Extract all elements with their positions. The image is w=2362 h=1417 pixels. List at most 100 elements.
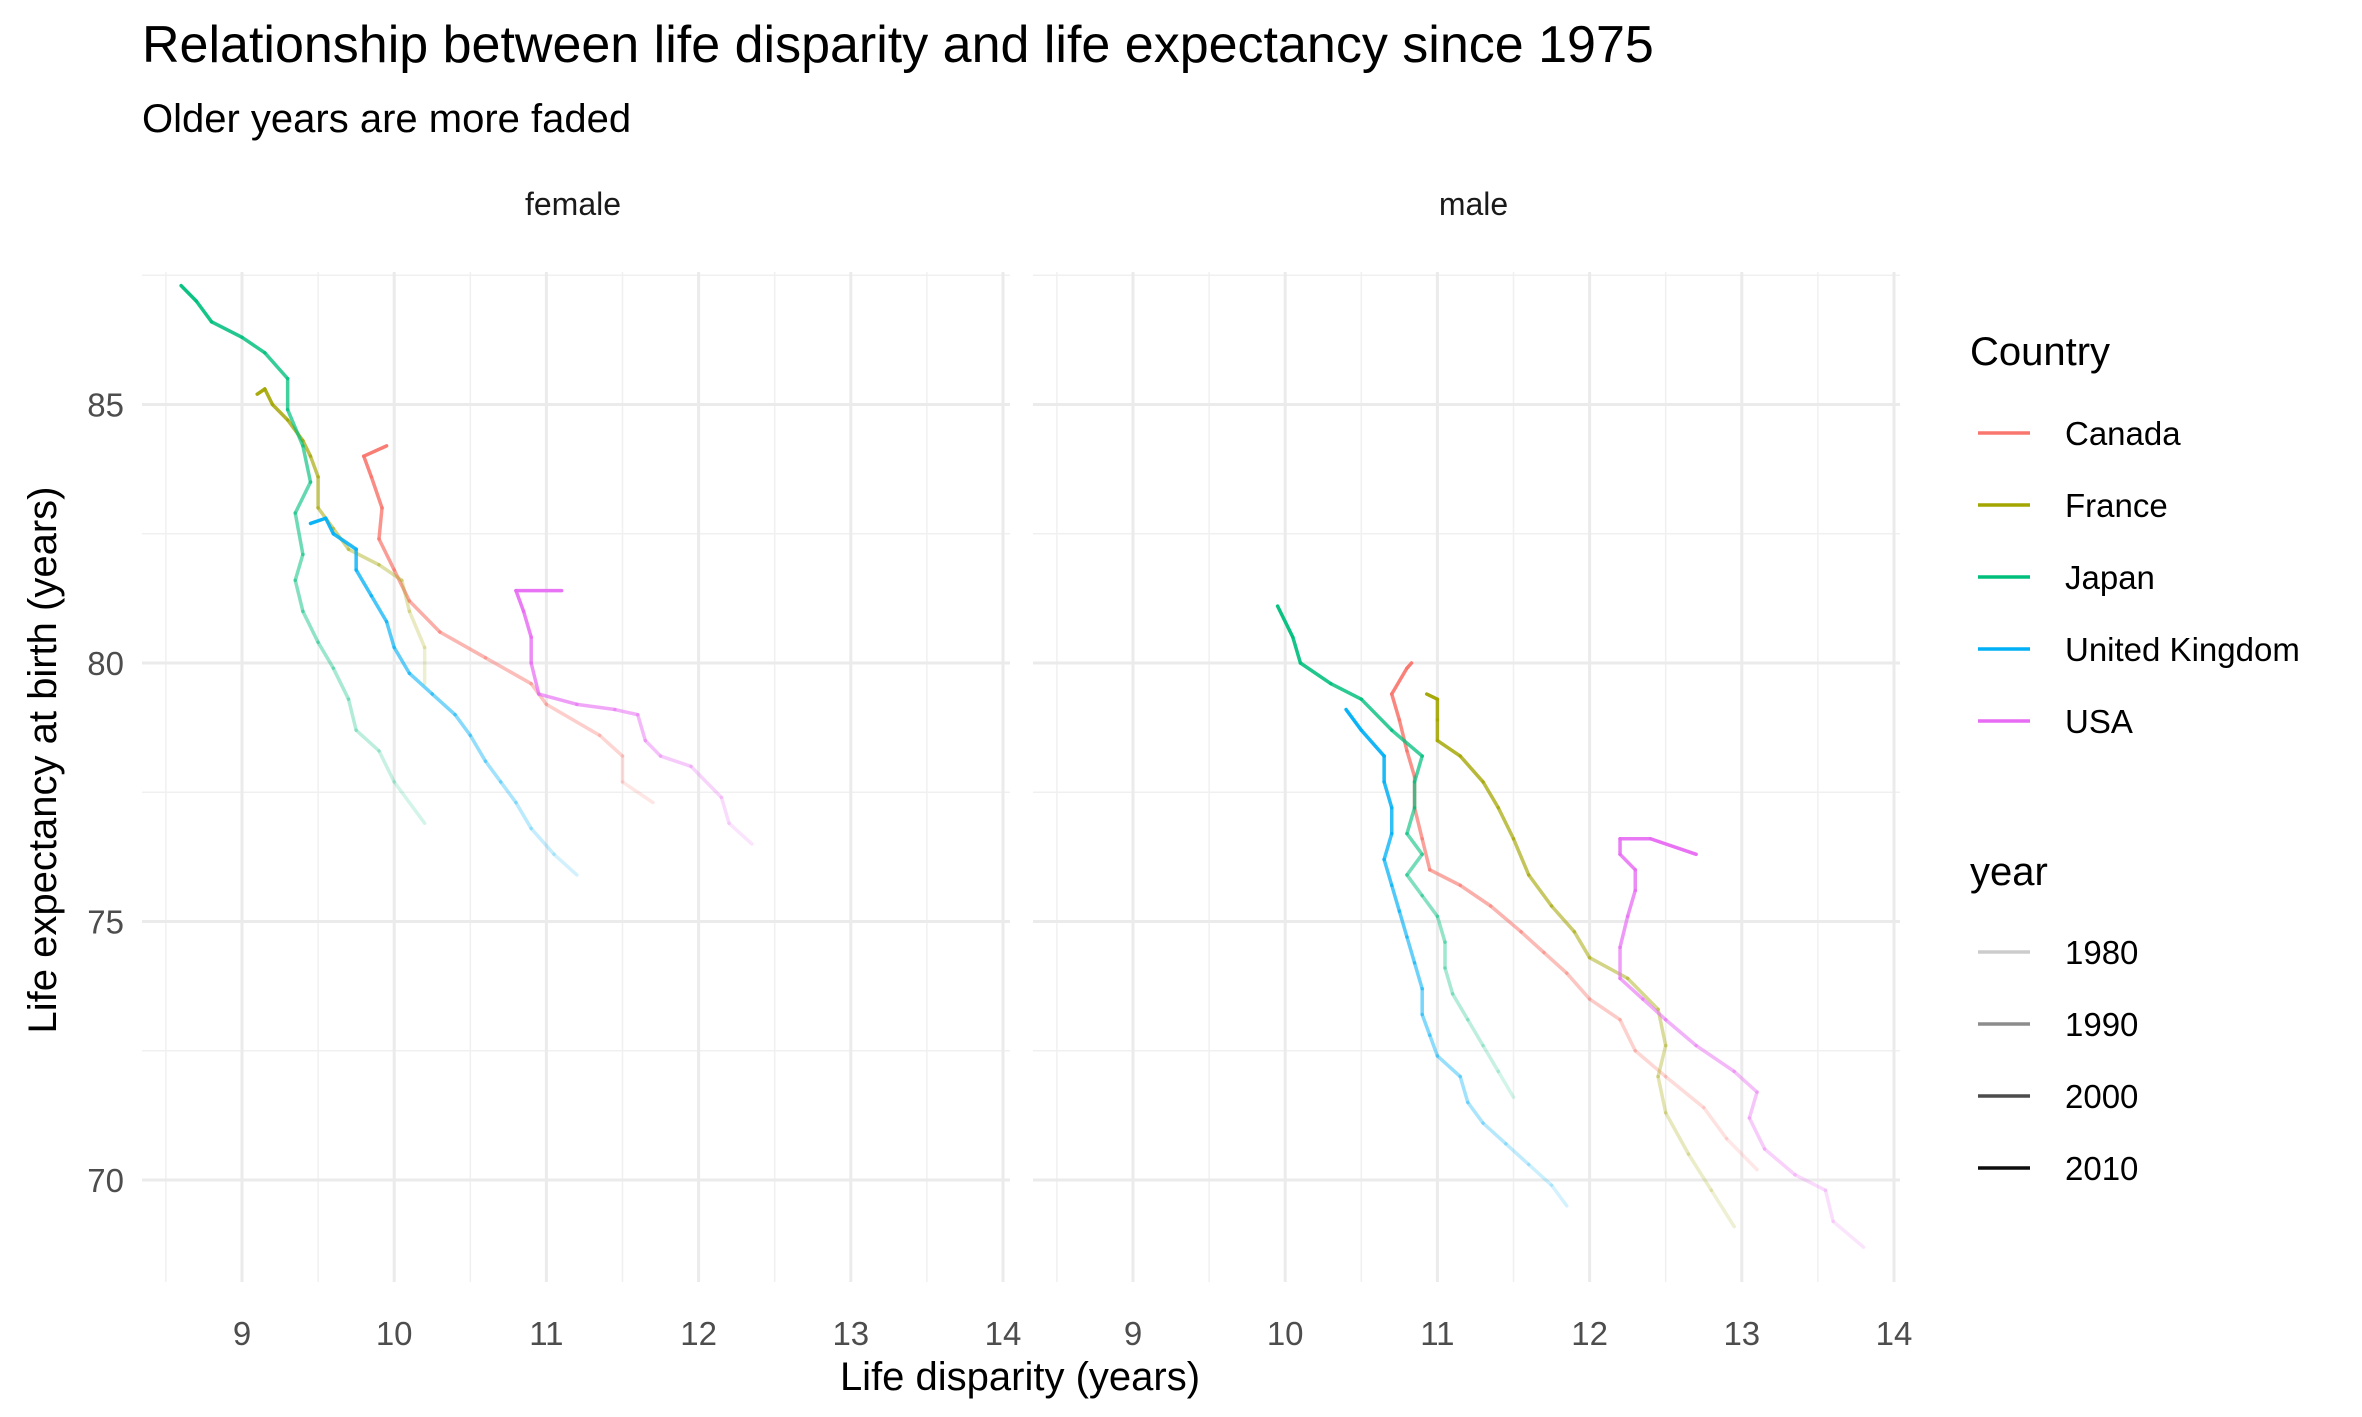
y-tick-label: 85	[87, 387, 124, 424]
series-segment	[362, 454, 374, 479]
series-segment	[1405, 935, 1417, 965]
series-segment	[1565, 971, 1592, 1001]
legend-label-year: 1990	[2065, 1006, 2138, 1043]
series-segment	[1359, 728, 1386, 758]
series-segment	[1412, 806, 1424, 841]
series-segment	[1344, 707, 1364, 732]
series-segment	[1625, 888, 1638, 919]
legend-label-year: 2010	[2065, 1150, 2138, 1187]
x-tick-label: 9	[233, 1315, 251, 1352]
series-segment	[1458, 883, 1493, 908]
series-segment	[1549, 904, 1577, 934]
series-segment	[377, 506, 384, 541]
series-line-united-kingdom	[1344, 707, 1569, 1208]
series-segment	[1709, 1188, 1736, 1229]
series-segment	[1382, 831, 1394, 862]
series-segment	[552, 852, 579, 877]
series-segment	[270, 402, 290, 422]
series-segment	[537, 692, 579, 707]
series-segment	[1481, 780, 1501, 810]
series-segment	[346, 697, 358, 732]
series-segment	[1420, 893, 1440, 919]
legend-label-country: Japan	[2065, 559, 2155, 596]
series-segment	[1435, 914, 1447, 944]
series-segment	[346, 547, 381, 567]
series-segment	[293, 552, 305, 583]
series-segment	[362, 444, 389, 458]
facet-panels: female 9 10 11 12 13 14 70 75 80 85 male 9 10 11 12 13 14	[87, 186, 1912, 1352]
series-segment	[1412, 961, 1424, 991]
series-segment	[1428, 1033, 1440, 1058]
series-segment	[1618, 976, 1645, 1001]
series-segment	[1633, 1049, 1668, 1079]
x-tick-label: 11	[529, 1315, 563, 1352]
series-segment	[1389, 666, 1409, 696]
series-segment	[377, 749, 396, 784]
series-segment	[1298, 661, 1333, 686]
series-segment	[384, 619, 396, 650]
series-segment	[1542, 950, 1569, 975]
series-segment	[658, 754, 693, 769]
series-line-japan	[179, 283, 427, 826]
series-segment	[331, 532, 358, 552]
series-segment	[1458, 1074, 1470, 1105]
series-segment	[1587, 955, 1630, 981]
series-segment	[1747, 1116, 1767, 1151]
series-segment	[1663, 1017, 1698, 1048]
series-segment	[430, 692, 457, 717]
x-tick-label: 10	[376, 1315, 413, 1352]
series-segment	[1496, 1069, 1516, 1100]
series-segment	[392, 568, 412, 603]
series-segment	[1389, 728, 1424, 758]
facet-panel-female: female 9 10 11 12 13 14 70 75 80 85	[87, 186, 1021, 1352]
series-segment	[1359, 697, 1394, 732]
series-segment	[1450, 992, 1470, 1022]
series-segment	[1329, 681, 1364, 701]
series-segment	[407, 671, 434, 696]
series-segment	[407, 609, 427, 650]
series-segment	[1488, 904, 1523, 934]
legend-label-year: 2000	[2065, 1078, 2138, 1115]
series-segment	[293, 511, 305, 557]
series-segment	[1511, 837, 1531, 877]
series-line-united-kingdom	[308, 516, 579, 877]
series-segment	[369, 475, 384, 510]
series-segment	[529, 661, 541, 696]
legend-label-year: 1980	[2065, 934, 2138, 971]
series-segment	[514, 800, 533, 831]
chart-title: Relationship between life disparity and …	[142, 16, 1654, 74]
x-axis-title: Life disparity (years)	[840, 1355, 1200, 1399]
x-tick-label: 10	[1267, 1315, 1304, 1352]
series-segment	[1466, 1017, 1485, 1048]
series-segment	[392, 645, 412, 676]
series-segment	[1618, 914, 1630, 950]
series-segment	[1519, 930, 1546, 955]
series-segment	[1420, 1012, 1432, 1037]
series-segment	[483, 759, 503, 784]
series-segment	[1648, 837, 1698, 857]
series-segment	[1618, 1017, 1638, 1053]
series-segment	[1405, 873, 1424, 898]
series-segment	[521, 609, 533, 639]
legend-label-country: United Kingdom	[2065, 631, 2300, 668]
series-segment	[1424, 692, 1440, 701]
x-tick-label: 12	[1571, 1315, 1608, 1352]
series-segment	[1443, 966, 1455, 996]
series-segment	[209, 320, 244, 340]
x-tick-label: 9	[1124, 1315, 1142, 1352]
series-segment	[301, 438, 313, 458]
series-segment	[1481, 1043, 1501, 1074]
series-segment	[331, 666, 351, 701]
series-segment	[727, 821, 754, 846]
series-segment	[1663, 1111, 1691, 1156]
series-segment	[308, 516, 328, 526]
series-segment	[285, 407, 305, 448]
series-segment	[438, 630, 488, 660]
series-segment	[400, 578, 412, 614]
x-tick-label: 11	[1420, 1315, 1454, 1352]
series-segment	[194, 299, 214, 324]
series-segment	[255, 387, 267, 396]
facet-strip-label: female	[525, 186, 621, 222]
